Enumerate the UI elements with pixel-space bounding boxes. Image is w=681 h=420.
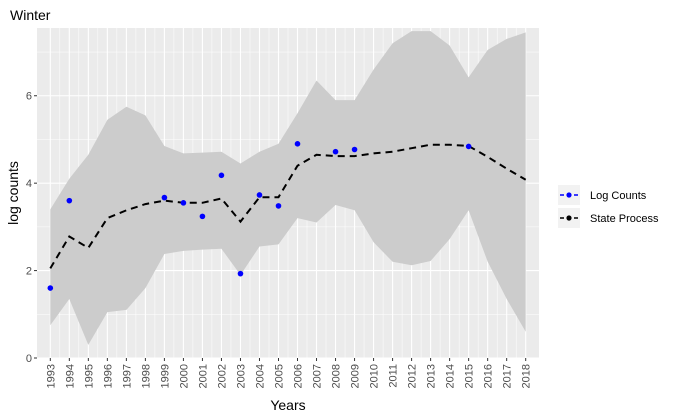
x-tick-label: 2009: [350, 364, 362, 388]
x-tick-label: 2011: [388, 364, 400, 388]
y-tick-label: 2: [26, 266, 32, 278]
data-point: [66, 197, 73, 204]
x-tick-label: 1996: [102, 364, 114, 388]
x-tick-label: 1998: [140, 364, 152, 388]
x-tick-label: 2013: [426, 364, 438, 388]
x-tick-label: 2014: [445, 364, 457, 388]
confidence-band: [50, 31, 526, 345]
data-point: [332, 148, 339, 155]
data-point: [256, 192, 263, 198]
log-count-points: [47, 141, 472, 291]
x-tick-label: 2004: [254, 364, 266, 388]
legend-label-log-counts: Log Counts: [590, 190, 647, 202]
data-point: [294, 141, 301, 147]
x-tick-label: 2012: [407, 364, 419, 388]
x-tick-label: 2002: [216, 364, 228, 388]
x-tick-label: 2007: [312, 364, 324, 388]
legend-key-point-2: [566, 215, 572, 221]
x-tick-label: 2000: [178, 364, 190, 388]
x-tick-label: 2010: [369, 364, 381, 388]
y-tick-label: 0: [26, 353, 32, 365]
x-tick-label: 2001: [197, 364, 209, 388]
x-tick-label: 2016: [483, 364, 495, 388]
data-point: [180, 200, 187, 206]
legend-key-point-1: [566, 192, 572, 198]
x-tick-label: 2017: [502, 364, 514, 388]
data-point: [199, 213, 206, 220]
data-point: [47, 285, 54, 291]
chart-title: Winter: [10, 7, 51, 23]
x-tick-label: 2015: [464, 364, 476, 388]
x-tick-label: 1993: [45, 364, 57, 388]
x-tick-label: 1997: [121, 364, 133, 388]
x-tick-label: 2008: [331, 364, 343, 388]
x-tick-label: 1995: [83, 364, 95, 388]
x-tick-label: 1999: [159, 364, 171, 388]
x-tick-label: 2005: [273, 364, 285, 388]
x-tick-label: 2003: [235, 364, 247, 388]
legend-label-state-process: State Process: [590, 213, 659, 225]
y-tick-label: 4: [26, 178, 32, 190]
data-point: [237, 270, 244, 277]
x-tick-label: 1994: [64, 364, 76, 388]
data-point: [351, 146, 358, 153]
state-process-line: [49, 143, 527, 269]
data-point: [465, 143, 472, 150]
y-tick-label: 6: [26, 91, 32, 103]
x-axis-ticks: 1993 1994 1995 1996 1997 1998 1999 2000 2001 2002…: [45, 358, 533, 388]
legend: Log Counts State Process: [558, 185, 659, 228]
x-axis-title: Years: [270, 397, 305, 413]
data-point: [161, 194, 168, 201]
data-point: [218, 172, 225, 179]
y-axis-ticks: 0 2 4 6: [26, 91, 37, 365]
x-tick-label: 2006: [293, 364, 305, 388]
y-axis-title: log counts: [5, 161, 21, 225]
x-tick-label: 2018: [521, 364, 533, 388]
data-point: [275, 203, 282, 209]
